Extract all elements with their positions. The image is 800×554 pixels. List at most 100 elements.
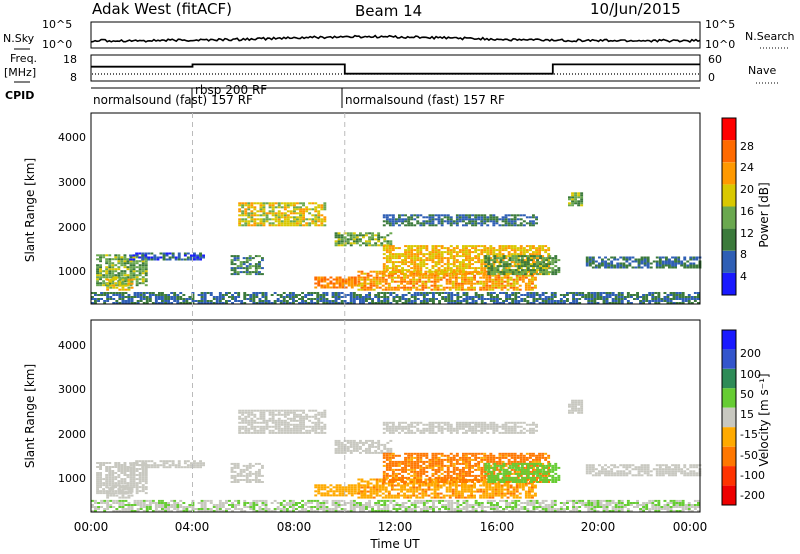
power-cell-r9-31 bbox=[496, 267, 500, 270]
vel-cell-r2-59 bbox=[193, 462, 196, 465]
power-cell-r7-97 bbox=[397, 288, 400, 291]
vel-cell-r7-108 bbox=[400, 484, 403, 487]
power-cell-r13-522 bbox=[465, 302, 469, 304]
power-cell-r6-75 bbox=[377, 244, 381, 247]
power-cell-r13-425 bbox=[395, 302, 399, 304]
vel-cell-r8-41 bbox=[391, 464, 395, 467]
vel-cell-r0-46 bbox=[105, 466, 109, 468]
power-cell-r5-8 bbox=[317, 276, 321, 279]
vel-cell-r7-170 bbox=[424, 484, 428, 487]
power-cell-r8-201 bbox=[437, 259, 441, 262]
power-cell-r1-25 bbox=[121, 280, 125, 283]
power-cell-r6-91 bbox=[386, 234, 390, 237]
power-cell-r0-11 bbox=[96, 258, 99, 261]
vel-cell-r4-115 bbox=[274, 409, 278, 412]
power-cell-r13-22 bbox=[106, 294, 110, 296]
vel-cell-r7-327 bbox=[488, 484, 492, 487]
vel-cell-r7-62 bbox=[381, 492, 385, 495]
power-cell-r13-716 bbox=[602, 302, 606, 304]
power-cell-r13-238 bbox=[261, 300, 265, 302]
vel-cell-r0-177 bbox=[138, 476, 142, 479]
vel-cell-r3-50 bbox=[251, 464, 255, 467]
power-cell-r7-58 bbox=[378, 276, 382, 279]
vel-cell-r4-148 bbox=[286, 427, 290, 430]
power-colorbar-tick-8: 8 bbox=[740, 248, 747, 261]
power-cell-r13-153 bbox=[197, 300, 201, 302]
power-cell-r10-32 bbox=[404, 224, 407, 227]
power-cell-r0-21 bbox=[99, 266, 102, 269]
vel-cell-r7-243 bbox=[454, 490, 458, 493]
power-cell-r13-570 bbox=[499, 292, 502, 294]
vel-cell-r7-18 bbox=[363, 490, 367, 493]
power-cell-r9-11 bbox=[487, 259, 491, 262]
power-cell-r3-18 bbox=[236, 265, 240, 268]
power-cell-r7-322 bbox=[488, 288, 492, 291]
power-cell-r5-7 bbox=[317, 278, 321, 281]
power-cell-r0-108 bbox=[120, 258, 124, 261]
vel-cell-r7-299 bbox=[479, 496, 483, 499]
power-cell-r7-53 bbox=[375, 270, 379, 273]
power-cell-r13-306 bbox=[313, 302, 317, 304]
vel-cell-r3-56 bbox=[254, 470, 258, 473]
power-cell-r10-171 bbox=[495, 216, 499, 219]
power-cell-r4-233 bbox=[317, 224, 321, 227]
vel-cell-r7-183 bbox=[430, 484, 434, 487]
power-cell-r13-154 bbox=[197, 294, 201, 296]
power-cell-r11-125 bbox=[671, 260, 674, 263]
vel-cell-r7-267 bbox=[464, 488, 467, 491]
power-cell-r13-619 bbox=[535, 300, 539, 302]
vel-cell-r8-24 bbox=[388, 474, 392, 477]
power-cell-r8-172 bbox=[431, 267, 435, 270]
power-cell-r0-175 bbox=[138, 272, 142, 275]
vel-cell-r7-323 bbox=[488, 494, 492, 497]
power-cell-r3-56 bbox=[254, 263, 258, 266]
power-cell-r7-356 bbox=[500, 288, 504, 291]
power-cell-r11-104 bbox=[658, 260, 662, 263]
power-cell-r13-646 bbox=[550, 292, 554, 294]
vel-cell-r8-352 bbox=[480, 474, 484, 477]
power-cell-r6-44 bbox=[355, 238, 359, 241]
vel-cell-r4-94 bbox=[268, 417, 272, 420]
vel-cell-r3-14 bbox=[233, 462, 237, 465]
power-cell-r11-60 bbox=[625, 258, 629, 261]
vel-cell-r8-267 bbox=[455, 462, 459, 465]
power-cell-r8-514 bbox=[522, 251, 526, 254]
power-cell-r13-587 bbox=[511, 292, 515, 294]
power-cell-r13-702 bbox=[593, 300, 597, 302]
power-cell-r7-11 bbox=[360, 282, 364, 285]
power-cell-r5-66 bbox=[353, 276, 357, 279]
vel-cell-r2-27 bbox=[159, 460, 163, 463]
power-cell-r12-7 bbox=[571, 198, 574, 201]
power-cell-r6-95 bbox=[389, 232, 393, 235]
power-cell-r0-102 bbox=[120, 274, 124, 277]
vel-cell-r6-2 bbox=[334, 447, 338, 450]
power-cell-r10-192 bbox=[510, 218, 514, 221]
vel-cell-r7-165 bbox=[421, 482, 425, 485]
power-cell-r7-126 bbox=[409, 288, 413, 291]
power-cell-r13-545 bbox=[480, 298, 484, 300]
power-cell-r7-29 bbox=[366, 272, 370, 275]
power-cell-r0-164 bbox=[135, 276, 139, 279]
power-cell-r8-322 bbox=[471, 271, 474, 274]
power-cell-r8-122 bbox=[416, 265, 420, 268]
power-cell-r7-95 bbox=[394, 272, 397, 275]
power-cell-r13-430 bbox=[398, 298, 402, 300]
power-cell-r10-169 bbox=[495, 220, 499, 223]
vel-cell-r0-167 bbox=[135, 474, 139, 476]
power-cell-r0-40 bbox=[105, 272, 109, 275]
power-cell-r1-22 bbox=[121, 286, 125, 289]
power-cell-r13-725 bbox=[605, 294, 609, 296]
power-cell-r13-807 bbox=[666, 302, 670, 304]
power-cell-r8-7 bbox=[382, 253, 386, 256]
vel-cell-r8-140 bbox=[419, 464, 423, 467]
power-cell-r11-94 bbox=[649, 262, 653, 265]
power-cell-r13-657 bbox=[559, 294, 563, 296]
vel-cell-r4-225 bbox=[314, 427, 318, 430]
vel-cell-r4-104 bbox=[271, 415, 275, 418]
power-cell-r10-116 bbox=[462, 216, 465, 219]
power-cell-r11-72 bbox=[637, 266, 641, 269]
power-cell-r13-839 bbox=[684, 298, 688, 300]
power-cell-r4-117 bbox=[277, 222, 281, 225]
vel-cell-r0-81 bbox=[114, 476, 118, 479]
vel-cell-r7-0 bbox=[357, 496, 361, 499]
